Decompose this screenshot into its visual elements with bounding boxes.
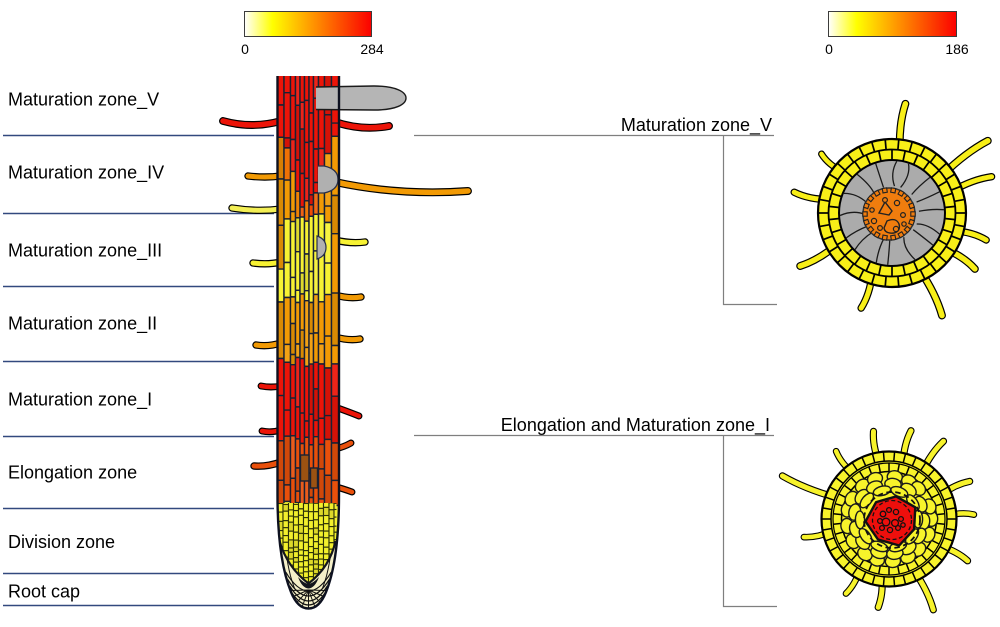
svg-text:Maturation zone_I: Maturation zone_I [8,390,152,411]
svg-text:Elongation zone: Elongation zone [8,463,137,483]
svg-text:0: 0 [241,41,249,57]
svg-text:186: 186 [945,41,969,57]
svg-text:Maturation zone_III: Maturation zone_III [8,241,162,262]
svg-text:Division zone: Division zone [8,532,115,552]
svg-text:Maturation zone_V: Maturation zone_V [8,90,159,111]
svg-text:Root cap: Root cap [8,582,80,602]
svg-text:Maturation zone_II: Maturation zone_II [8,314,157,335]
svg-text:Elongation and Maturation zone: Elongation and Maturation zone_I [501,415,770,436]
svg-text:284: 284 [360,41,384,57]
svg-text:Maturation zone_V: Maturation zone_V [621,115,772,136]
svg-text:0: 0 [825,41,833,57]
svg-text:Maturation zone_IV: Maturation zone_IV [8,163,164,184]
